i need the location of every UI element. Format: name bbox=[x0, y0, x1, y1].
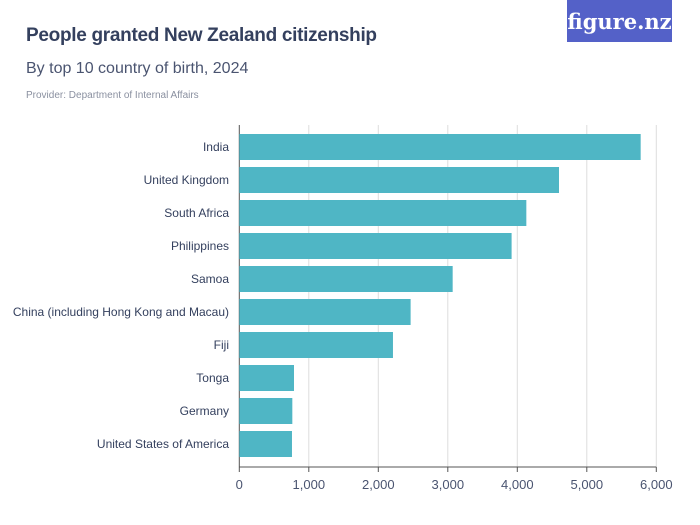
bar-south-africa bbox=[239, 200, 527, 226]
bar-samoa bbox=[239, 266, 453, 292]
category-label: India bbox=[203, 140, 229, 154]
bar-china-including-hong-kong-and-macau bbox=[239, 299, 411, 325]
category-label: United States of America bbox=[97, 437, 229, 451]
x-tick-label: 0 bbox=[236, 477, 243, 492]
x-tick-label: 1,000 bbox=[293, 477, 326, 492]
category-label: China (including Hong Kong and Macau) bbox=[13, 305, 229, 319]
x-tick-label: 3,000 bbox=[432, 477, 465, 492]
chart-subtitle: By top 10 country of birth, 2024 bbox=[26, 60, 249, 77]
logo-text: figure.nz bbox=[567, 8, 672, 34]
x-tick-label: 4,000 bbox=[501, 477, 534, 492]
bar-united-states-of-america bbox=[239, 431, 292, 457]
bar-germany bbox=[239, 398, 293, 424]
bar-tonga bbox=[239, 365, 294, 391]
bar-fiji bbox=[239, 332, 393, 358]
bar-philippines bbox=[239, 233, 512, 259]
category-label: Samoa bbox=[191, 272, 229, 286]
chart-title: People granted New Zealand citizenship bbox=[26, 25, 377, 46]
provider-text: Provider: Department of Internal Affairs bbox=[26, 90, 199, 101]
category-label: Fiji bbox=[214, 338, 229, 352]
figure-nz-logo[interactable]: figure.nz bbox=[567, 0, 672, 42]
category-label: United Kingdom bbox=[144, 173, 229, 187]
category-label: Philippines bbox=[171, 239, 229, 253]
bar-united-kingdom bbox=[239, 167, 560, 193]
x-tick-label: 5,000 bbox=[571, 477, 604, 492]
bar-india bbox=[239, 134, 641, 160]
x-tick-label: 2,000 bbox=[362, 477, 395, 492]
category-label: Germany bbox=[180, 404, 229, 418]
category-label: Tonga bbox=[196, 371, 229, 385]
x-tick-label: 6,000 bbox=[640, 477, 673, 492]
category-label: South Africa bbox=[164, 206, 229, 220]
